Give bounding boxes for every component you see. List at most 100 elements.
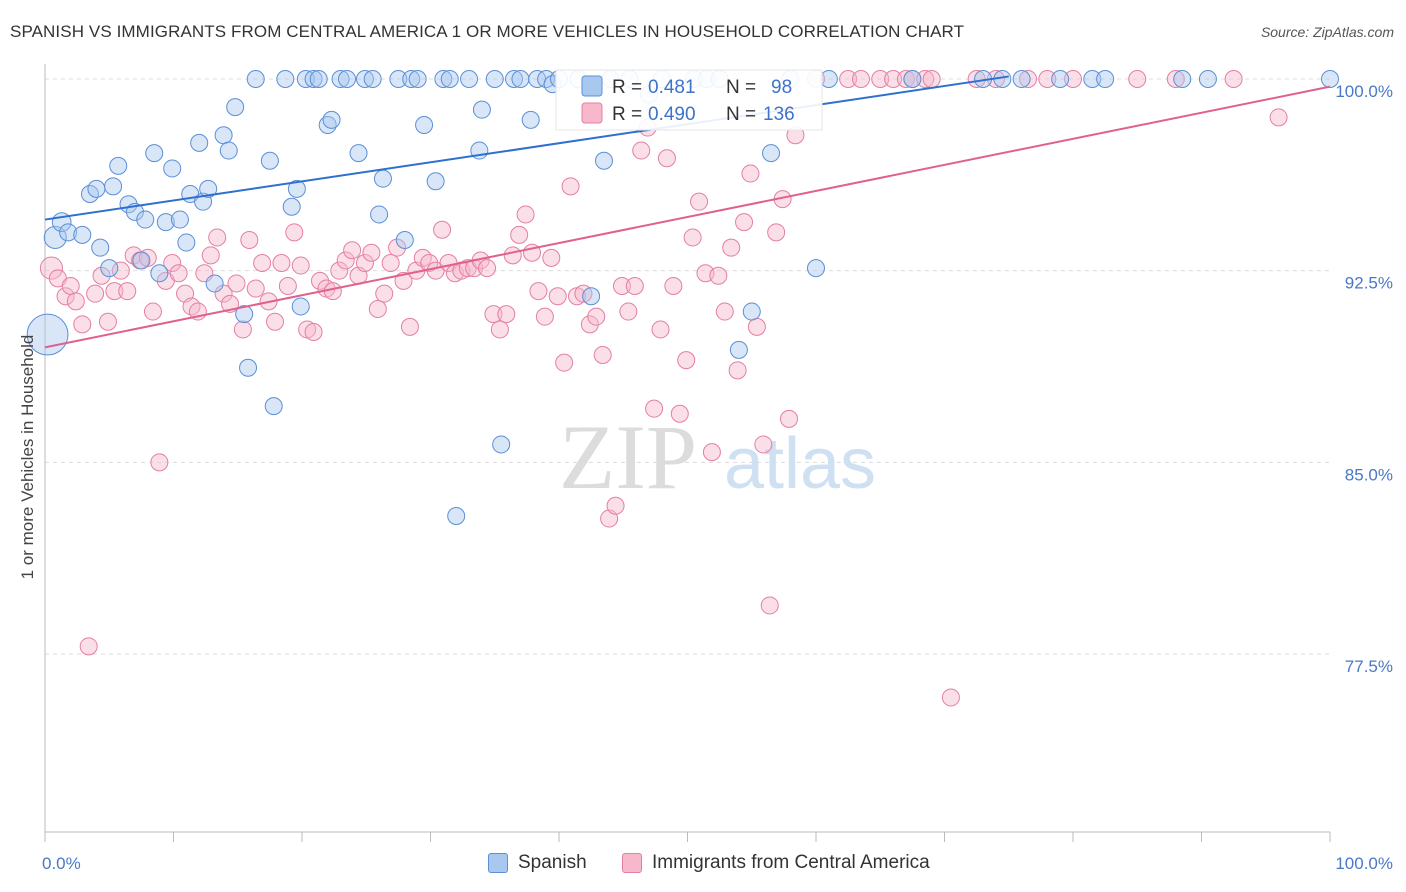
central-america-point bbox=[896, 70, 915, 88]
central-america-point bbox=[593, 346, 612, 364]
spanish-point bbox=[219, 141, 238, 160]
central-america-point bbox=[330, 261, 349, 280]
spanish-point bbox=[104, 177, 123, 196]
spanish-point bbox=[226, 98, 245, 117]
stats-r-label-spanish: R = bbox=[612, 77, 642, 98]
spanish-point bbox=[355, 70, 374, 88]
central-america-point bbox=[368, 300, 387, 318]
central-america-point bbox=[728, 361, 747, 380]
central-america-point bbox=[98, 312, 117, 331]
central-america-point bbox=[587, 307, 606, 326]
central-america-trend-line bbox=[44, 85, 1331, 349]
stats-r-value-central-america: 0.490 bbox=[648, 104, 696, 125]
central-america-point bbox=[497, 305, 516, 324]
spanish-point bbox=[485, 70, 504, 88]
central-america-point bbox=[516, 205, 535, 224]
central-america-point bbox=[92, 266, 111, 285]
central-america-point bbox=[529, 282, 548, 301]
spanish-point bbox=[309, 70, 328, 88]
spanish-point bbox=[87, 179, 106, 198]
central-america-point bbox=[61, 277, 80, 295]
central-america-point bbox=[388, 238, 407, 257]
central-america-point bbox=[478, 259, 497, 278]
spanish-point bbox=[239, 358, 258, 377]
central-america-point bbox=[1019, 70, 1038, 88]
watermark-atlas: atlas bbox=[724, 424, 876, 504]
central-america-point bbox=[741, 164, 760, 183]
axes bbox=[44, 64, 1331, 842]
central-america-point bbox=[780, 409, 799, 428]
spanish-point bbox=[402, 70, 421, 88]
spanish-point bbox=[190, 133, 209, 152]
central-america-point bbox=[916, 70, 935, 88]
tick-labels: 77.5% 85.0% 92.5% 100.0% 0.0% 100.0% bbox=[42, 82, 1393, 873]
central-america-point bbox=[1269, 108, 1288, 127]
central-america-point bbox=[240, 231, 259, 249]
central-america-point bbox=[208, 228, 227, 247]
spanish-point bbox=[163, 159, 182, 178]
central-america-point bbox=[73, 315, 92, 334]
central-america-point bbox=[612, 277, 631, 295]
central-america-point bbox=[503, 246, 522, 265]
spanish-point bbox=[331, 70, 350, 88]
x-tick-label: 100.0% bbox=[1335, 854, 1393, 873]
spanish-point bbox=[363, 70, 382, 88]
central-america-point bbox=[336, 251, 355, 270]
central-america-point bbox=[747, 317, 766, 336]
spanish-point bbox=[260, 151, 279, 170]
spanish-point bbox=[742, 302, 761, 321]
central-america-point bbox=[632, 141, 651, 160]
spanish-point bbox=[276, 70, 295, 88]
central-america-point bbox=[201, 246, 220, 265]
central-america-point bbox=[304, 323, 323, 341]
watermark-zip: ZIP bbox=[559, 406, 697, 508]
central-america-point bbox=[233, 320, 252, 339]
spanish-point bbox=[373, 169, 392, 188]
central-america-point bbox=[246, 279, 265, 298]
spanish-point bbox=[1012, 70, 1031, 88]
central-america-point bbox=[163, 254, 182, 272]
spanish-point bbox=[460, 70, 479, 88]
central-america-point bbox=[922, 70, 941, 88]
spanish-point bbox=[246, 70, 265, 88]
central-america-point bbox=[420, 254, 439, 272]
spanish-point bbox=[370, 205, 389, 224]
central-america-point bbox=[884, 70, 903, 88]
y-tick-label: 85.0% bbox=[1345, 465, 1393, 484]
central-america-point bbox=[310, 271, 329, 290]
central-america-point bbox=[266, 312, 285, 331]
central-america-point bbox=[677, 351, 696, 370]
central-america-point bbox=[484, 305, 503, 324]
spanish-point bbox=[73, 225, 92, 244]
spanish-point bbox=[322, 110, 341, 129]
spanish-point bbox=[807, 259, 825, 278]
trend-lines bbox=[44, 75, 1331, 349]
spanish-point bbox=[505, 70, 524, 88]
central-america-point bbox=[760, 596, 779, 615]
legend-label-central-america: Immigrants from Central America bbox=[652, 852, 930, 873]
spanish-point bbox=[1173, 70, 1192, 88]
central-america-point bbox=[670, 404, 689, 423]
spanish-point bbox=[440, 70, 459, 88]
y-tick-label: 92.5% bbox=[1345, 274, 1393, 293]
spanish-point bbox=[177, 233, 196, 252]
spanish-point bbox=[304, 70, 323, 88]
central-america-point bbox=[381, 254, 400, 272]
central-america-point bbox=[400, 317, 419, 336]
spanish-point bbox=[395, 231, 414, 249]
spanish-point bbox=[136, 210, 155, 229]
central-america-point bbox=[683, 228, 702, 247]
spanish-point bbox=[447, 507, 466, 525]
central-america-point bbox=[754, 435, 773, 454]
spanish-point bbox=[264, 397, 283, 416]
central-america-point bbox=[278, 277, 297, 295]
spanish-point bbox=[729, 340, 748, 359]
spanish-point bbox=[582, 287, 601, 306]
stats-r-value-spanish: 0.481 bbox=[648, 77, 696, 98]
central-america-point bbox=[1038, 70, 1057, 88]
spanish-point bbox=[282, 197, 301, 216]
series-spanish-points bbox=[26, 70, 1339, 525]
legend-swatch-central-america bbox=[622, 853, 642, 873]
stats-r-label-central-america: R = bbox=[612, 104, 642, 125]
spanish-point bbox=[903, 70, 922, 88]
